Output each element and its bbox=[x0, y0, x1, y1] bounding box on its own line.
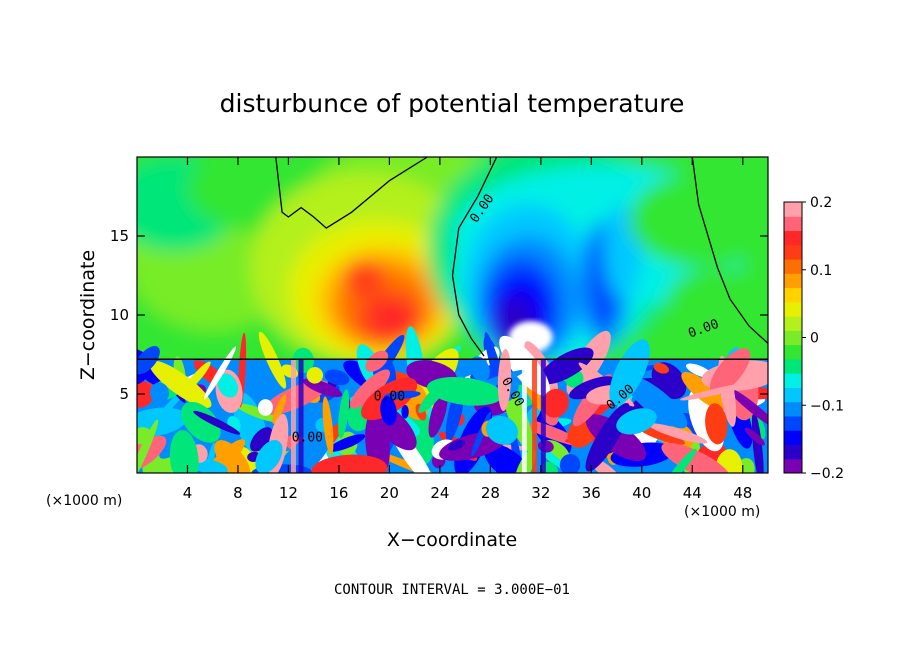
contour-label: 0.00 bbox=[292, 430, 323, 445]
colorbar-ticks: 0.2 0.1 0 −0.1 −0.2 bbox=[802, 195, 844, 482]
colorbar-tick-label: 0 bbox=[810, 331, 819, 347]
colorbar-swatch bbox=[784, 301, 802, 317]
x-tick-label: 36 bbox=[582, 484, 601, 502]
colorbar-swatch bbox=[784, 287, 802, 303]
x-tick-label: 32 bbox=[531, 484, 550, 502]
x-tick-label: 24 bbox=[430, 484, 449, 502]
colorbar-swatch bbox=[784, 344, 802, 360]
x-tick-label: 40 bbox=[632, 484, 651, 502]
colorbar-tick-label: 0.1 bbox=[810, 263, 832, 279]
x-tick-label: 4 bbox=[183, 484, 193, 502]
colorbar-swatch bbox=[784, 444, 802, 460]
contour-interval-note: CONTOUR INTERVAL = 3.000E−01 bbox=[334, 582, 570, 598]
colorbar-swatch bbox=[784, 387, 802, 403]
x-unit-label-left: (×1000 m) bbox=[46, 493, 122, 509]
x-tick-label: 20 bbox=[380, 484, 399, 502]
colorbar-swatch bbox=[784, 230, 802, 246]
colorbar-swatch bbox=[784, 202, 802, 217]
colorbar-tick-label: −0.2 bbox=[810, 466, 844, 482]
x-tick-label: 48 bbox=[733, 484, 752, 502]
x-tick-label: 44 bbox=[683, 484, 702, 502]
x-tick-label: 28 bbox=[481, 484, 500, 502]
colorbar bbox=[783, 201, 803, 474]
colorbar-swatch bbox=[784, 401, 802, 417]
colorbar-tick-label: −0.1 bbox=[810, 398, 844, 414]
zero-contour-2 bbox=[451, 157, 498, 357]
colorbar-swatch bbox=[784, 244, 802, 260]
colorbar-swatch bbox=[784, 415, 802, 431]
zero-contour-3 bbox=[691, 157, 768, 344]
x-axis: 4 8 12 16 20 24 28 32 36 40 44 48 bbox=[183, 157, 752, 502]
colorbar-swatch bbox=[784, 330, 802, 346]
chart-title: disturbunce of potential temperature bbox=[220, 89, 685, 118]
colorbar-swatch bbox=[784, 458, 802, 474]
heatmap-field bbox=[137, 157, 768, 473]
x-unit-label-right: (×1000 m) bbox=[684, 504, 760, 520]
upper-field bbox=[137, 157, 768, 377]
x-tick-label: 16 bbox=[329, 484, 348, 502]
colorbar-swatch bbox=[784, 259, 802, 274]
y-tick-label: 10 bbox=[110, 306, 129, 324]
colorbar-swatch bbox=[784, 373, 802, 388]
colorbar-swatch bbox=[784, 216, 802, 232]
lower-turbulent-layer bbox=[137, 326, 768, 473]
contour-label: 0.00 bbox=[374, 389, 405, 404]
y-tick-label: 15 bbox=[110, 227, 129, 245]
x-tick-label: 12 bbox=[279, 484, 298, 502]
colorbar-swatch bbox=[784, 430, 802, 445]
y-tick-label: 5 bbox=[119, 385, 129, 403]
colorbar-swatch bbox=[784, 358, 802, 374]
colorbar-swatch bbox=[784, 316, 802, 331]
colorbar-swatch bbox=[784, 273, 802, 289]
y-axis: 5 10 15 bbox=[110, 227, 768, 403]
y-axis-label: Z−coordinate bbox=[77, 250, 99, 380]
zero-contour-1 bbox=[275, 157, 428, 229]
colorbar-tick-label: 0.2 bbox=[810, 195, 832, 211]
x-tick-label: 8 bbox=[233, 484, 243, 502]
x-axis-label: X−coordinate bbox=[387, 529, 517, 551]
